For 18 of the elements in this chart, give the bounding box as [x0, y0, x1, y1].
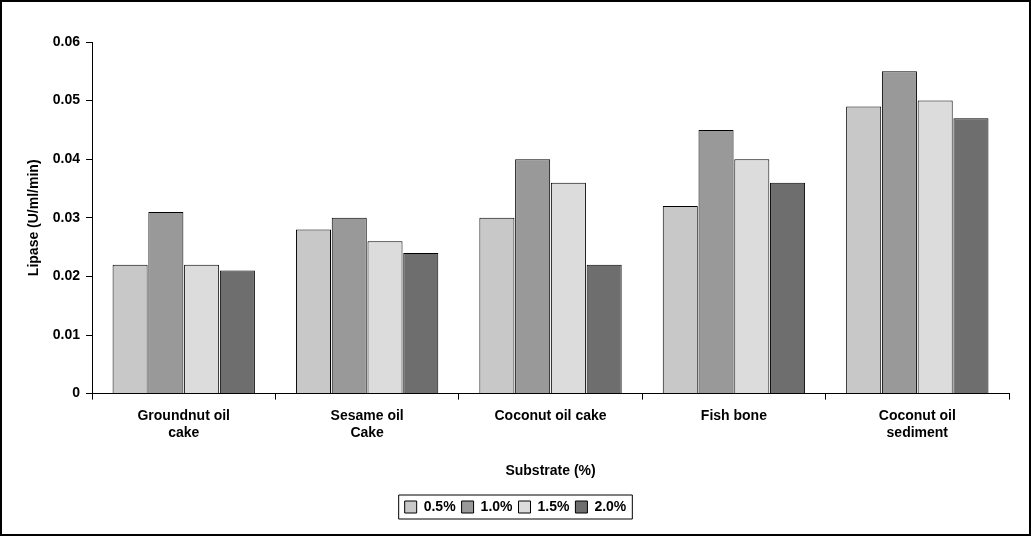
- x-axis-title: Substrate (%): [505, 462, 596, 479]
- legend-label: 2.0%: [594, 497, 627, 514]
- x-tick-label: Groundnut oil cake: [137, 406, 231, 440]
- y-tick-label: 0.06: [52, 32, 81, 49]
- legend-label: 0.5%: [423, 497, 457, 514]
- y-tick-label: 0: [72, 384, 81, 401]
- legend-label: 1.5%: [537, 497, 570, 514]
- x-tick-label: Fish bone: [700, 406, 768, 423]
- y-tick-label: 0.03: [52, 208, 81, 225]
- x-tick-label: Coconut oil sediment: [878, 406, 956, 440]
- x-tick-label: Sesame oil Cake: [330, 406, 404, 440]
- y-tick-label: 0.05: [52, 91, 81, 108]
- y-tick-label: 0.04: [52, 150, 81, 167]
- y-tick-label: 0.02: [52, 267, 81, 284]
- y-axis-title: Lipase (U/ml/min): [25, 159, 42, 277]
- y-tick-label: 0.01: [52, 325, 81, 342]
- x-tick-label: Coconut oil cake: [494, 406, 607, 423]
- legend-label: 1.0%: [480, 497, 514, 514]
